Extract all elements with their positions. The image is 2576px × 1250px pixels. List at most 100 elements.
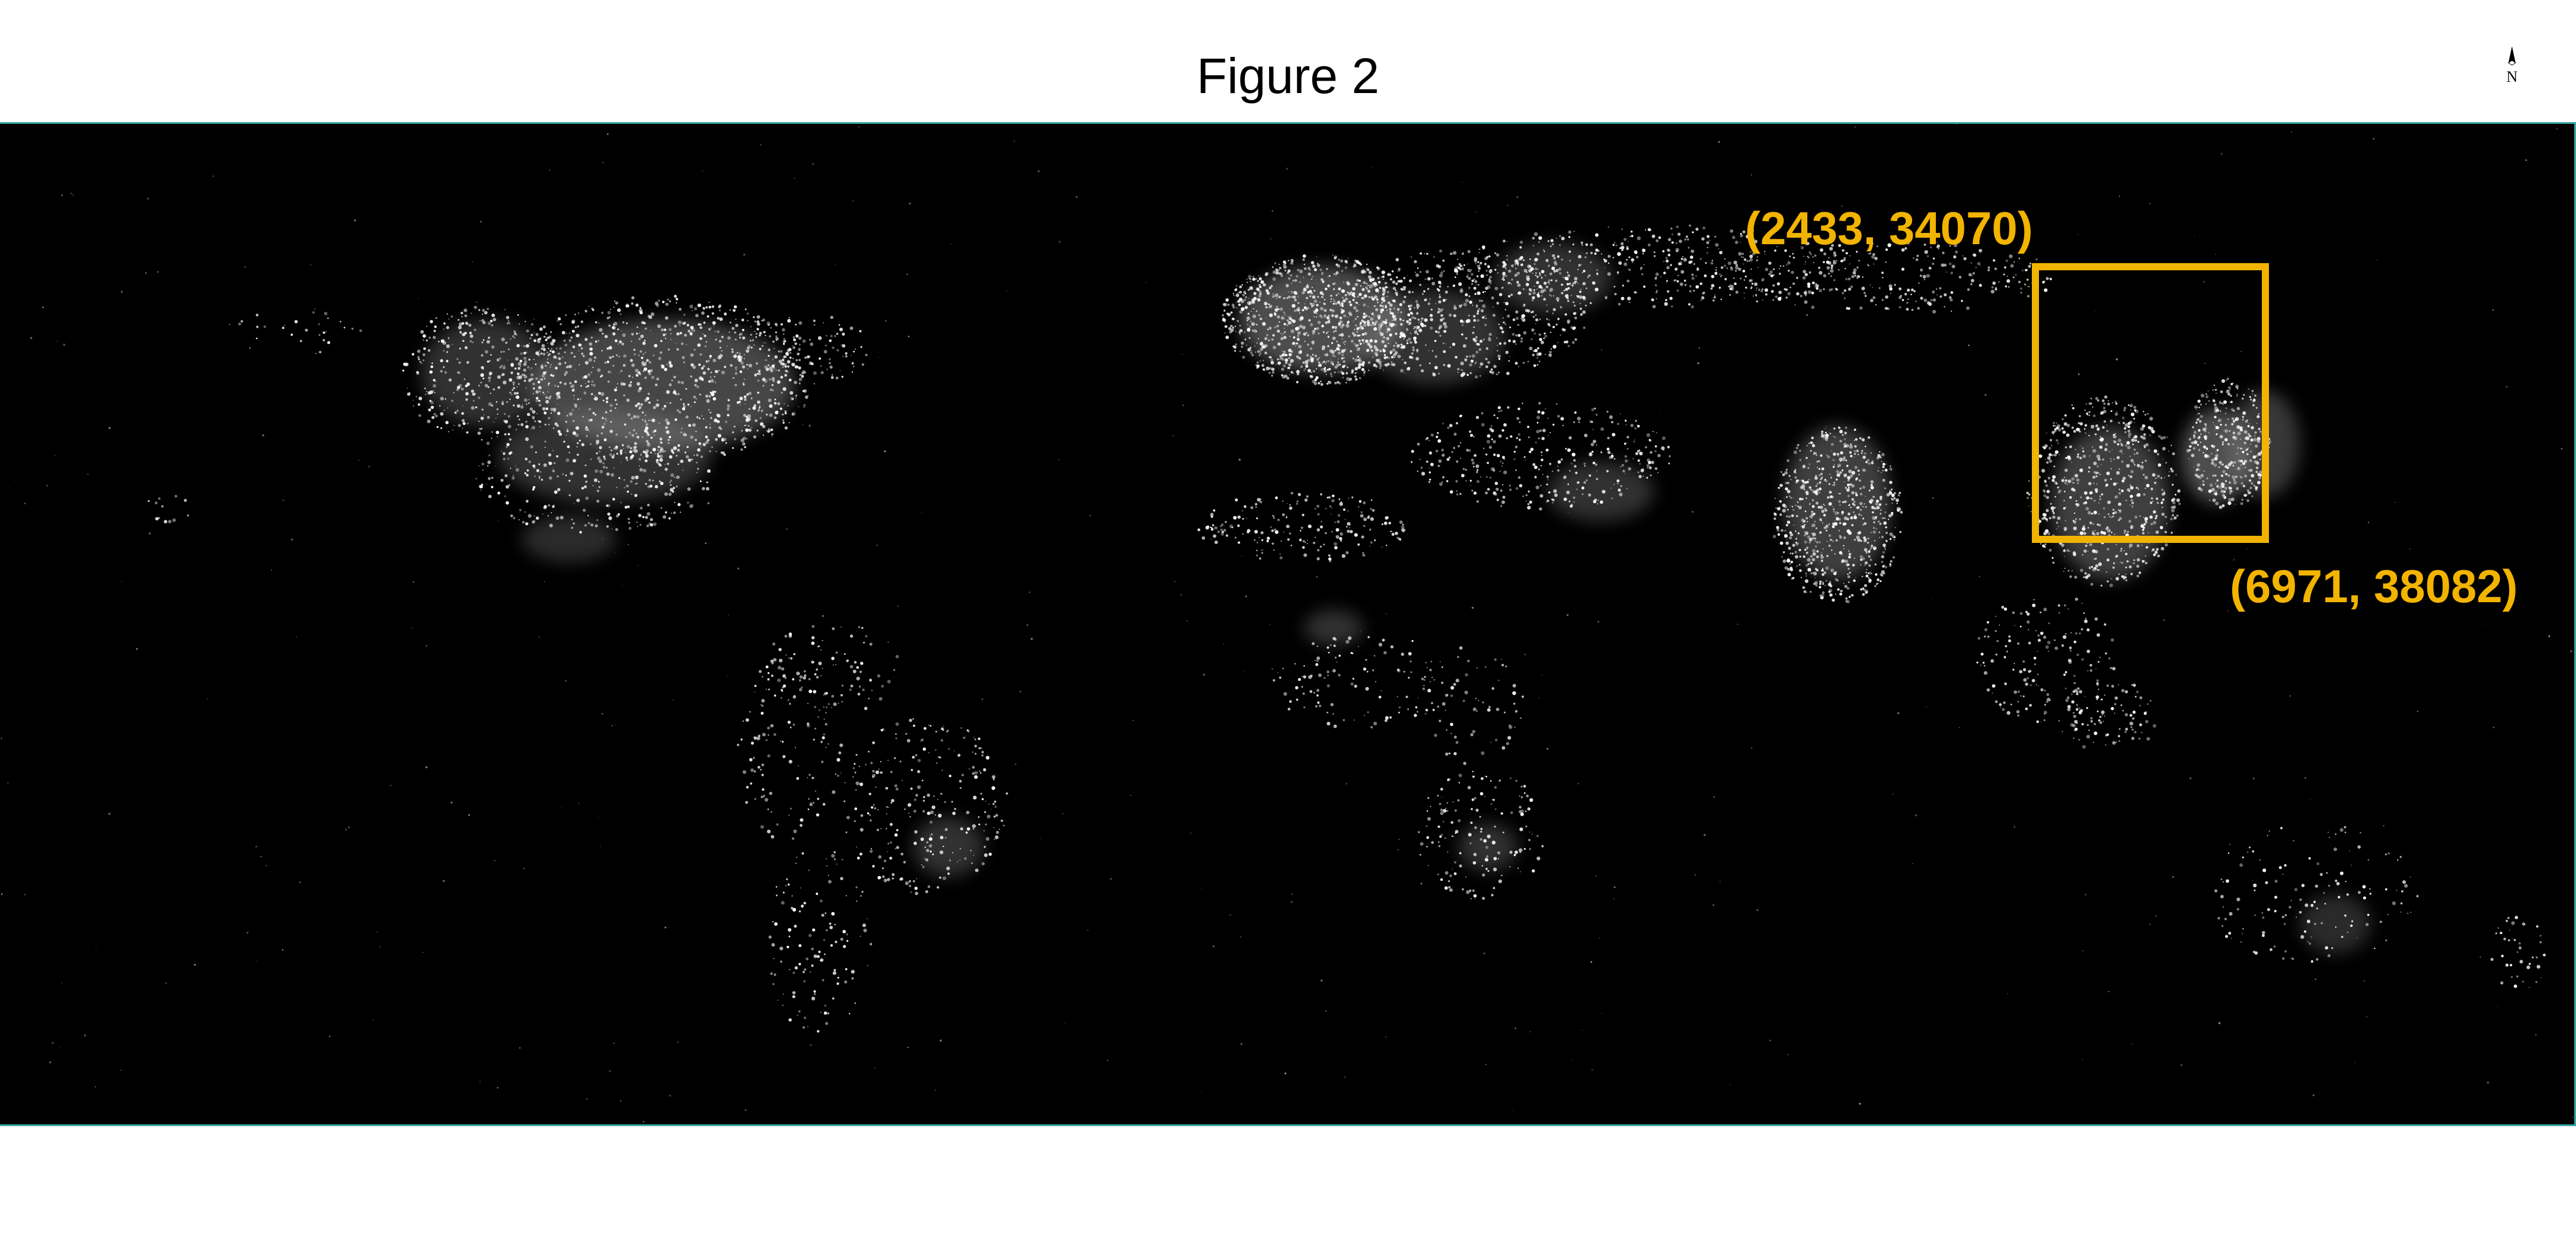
city-light-point <box>1467 263 1469 265</box>
city-light-point <box>1271 367 1275 371</box>
city-light-point <box>1378 291 1380 293</box>
city-light-point <box>1303 332 1306 336</box>
city-light-point <box>1545 353 1546 356</box>
city-light-point <box>512 389 514 391</box>
city-light-point <box>922 800 925 802</box>
city-light-point <box>831 706 832 708</box>
city-light-point <box>733 354 737 359</box>
city-light-point <box>468 324 472 327</box>
city-light-point <box>1339 363 1341 366</box>
city-light-point <box>1830 264 1834 267</box>
city-light-point <box>747 425 750 427</box>
city-light-point <box>1479 340 1483 343</box>
city-light-point <box>1743 263 1744 265</box>
city-light-point <box>1338 258 1340 261</box>
city-light-point <box>1950 291 1954 294</box>
city-light-point <box>643 353 644 355</box>
city-light-point <box>1818 289 1823 293</box>
city-light-point <box>922 810 925 813</box>
city-light-point <box>527 366 530 369</box>
city-light-point <box>645 397 650 401</box>
city-light-point <box>740 404 742 405</box>
city-light-point <box>1932 263 1935 265</box>
city-light-point <box>758 372 761 376</box>
city-light-point <box>1328 381 1332 385</box>
city-light-point <box>1832 261 1837 265</box>
city-light-point <box>842 356 844 357</box>
city-light-point <box>1395 351 1398 354</box>
city-light-point <box>2027 295 2030 298</box>
city-light-point <box>552 469 555 472</box>
city-light-point <box>1265 306 1268 309</box>
city-light-point <box>1361 319 1364 322</box>
city-light-point <box>1567 287 1570 290</box>
city-light-point <box>1370 541 1373 544</box>
city-light-point <box>912 880 915 883</box>
city-light-point <box>1624 472 1626 474</box>
city-light-point <box>1833 279 1836 282</box>
city-light-point <box>983 768 986 772</box>
city-light-point <box>1350 291 1353 293</box>
city-light-point <box>603 438 607 442</box>
city-light-point <box>596 442 599 445</box>
city-light-point <box>1651 298 1654 302</box>
city-light-point <box>607 311 611 315</box>
city-light-point <box>1458 266 1461 270</box>
city-light-point <box>1468 315 1470 317</box>
city-light-point <box>1900 295 1902 297</box>
city-light-point <box>677 503 681 506</box>
city-light-point <box>1667 290 1670 293</box>
city-light-point <box>1453 305 1456 308</box>
city-light-point <box>707 360 710 362</box>
city-light-point <box>1371 277 1375 282</box>
city-light-point <box>1379 365 1382 367</box>
city-light-point <box>1325 332 1328 334</box>
city-light-point <box>1503 458 1506 461</box>
city-light-point <box>888 807 890 808</box>
city-light-point <box>1629 236 1631 238</box>
city-light-point <box>658 357 661 360</box>
city-light-point <box>1565 288 1568 291</box>
city-light-point <box>1335 294 1338 296</box>
city-light-point <box>1770 274 1773 277</box>
city-light-point <box>939 756 941 759</box>
city-light-point <box>1920 296 1923 300</box>
city-light-point <box>1517 324 1520 326</box>
city-light-point <box>530 428 532 430</box>
city-light-point <box>1574 277 1578 281</box>
city-light-point <box>1547 322 1551 326</box>
city-light-point <box>1477 308 1481 311</box>
city-light-point <box>623 394 625 397</box>
city-light-point <box>1368 316 1370 318</box>
city-light-point <box>1624 455 1628 458</box>
city-light-point <box>484 383 488 388</box>
city-light-point <box>1279 359 1280 360</box>
city-light-point <box>1360 270 1365 274</box>
city-light-point <box>1337 520 1340 523</box>
city-light-point <box>1754 247 1756 249</box>
city-light-point <box>488 337 490 339</box>
city-light-point <box>633 415 637 418</box>
city-light-point <box>1948 296 1952 299</box>
city-light-point <box>1549 462 1552 465</box>
city-light-point <box>707 315 709 318</box>
city-light-point <box>1695 285 1699 289</box>
city-light-point <box>1337 361 1339 363</box>
city-light-point <box>1541 455 1543 456</box>
city-light-point <box>675 298 679 300</box>
city-light-point <box>1535 442 1537 443</box>
city-light-point <box>643 322 646 325</box>
city-light-point <box>523 398 528 402</box>
city-light-point <box>1491 438 1493 440</box>
city-light-point <box>491 324 494 327</box>
city-light-point <box>1635 420 1637 422</box>
city-light-point <box>1356 347 1360 351</box>
city-light-point <box>497 375 501 379</box>
city-light-point <box>513 387 516 389</box>
city-light-point <box>781 740 784 743</box>
city-light-point <box>767 678 770 681</box>
city-light-point <box>843 945 846 948</box>
city-light-point <box>1246 517 1247 519</box>
city-light-point <box>1913 290 1916 292</box>
city-light-point <box>1461 304 1463 306</box>
